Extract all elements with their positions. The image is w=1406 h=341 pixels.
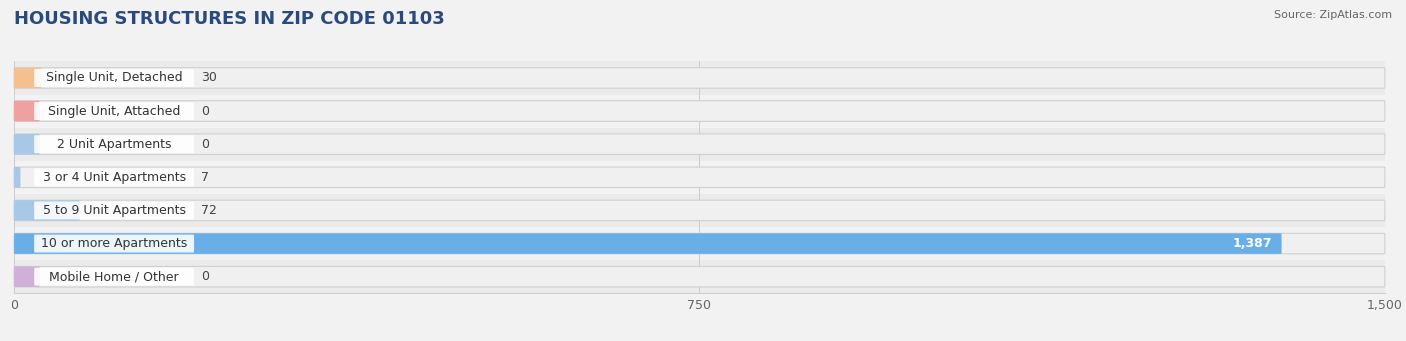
Text: 3 or 4 Unit Apartments: 3 or 4 Unit Apartments xyxy=(42,171,186,184)
FancyBboxPatch shape xyxy=(14,266,39,287)
FancyBboxPatch shape xyxy=(14,101,39,121)
FancyBboxPatch shape xyxy=(34,235,194,253)
Bar xyxy=(14,260,1385,293)
FancyBboxPatch shape xyxy=(14,266,1385,287)
Text: 30: 30 xyxy=(201,72,218,85)
Text: 0: 0 xyxy=(201,138,209,151)
FancyBboxPatch shape xyxy=(14,68,42,88)
FancyBboxPatch shape xyxy=(14,200,80,221)
Text: 7: 7 xyxy=(201,171,209,184)
FancyBboxPatch shape xyxy=(34,102,194,120)
FancyBboxPatch shape xyxy=(14,68,1385,88)
FancyBboxPatch shape xyxy=(14,233,1282,254)
FancyBboxPatch shape xyxy=(34,268,194,286)
FancyBboxPatch shape xyxy=(14,167,1385,188)
FancyBboxPatch shape xyxy=(34,202,194,219)
FancyBboxPatch shape xyxy=(14,200,1385,221)
Text: 2 Unit Apartments: 2 Unit Apartments xyxy=(56,138,172,151)
Bar xyxy=(14,161,1385,194)
Text: Single Unit, Detached: Single Unit, Detached xyxy=(46,72,183,85)
Text: 0: 0 xyxy=(201,270,209,283)
Bar xyxy=(14,94,1385,128)
Bar xyxy=(14,61,1385,94)
Text: Source: ZipAtlas.com: Source: ZipAtlas.com xyxy=(1274,10,1392,20)
Text: Mobile Home / Other: Mobile Home / Other xyxy=(49,270,179,283)
Bar xyxy=(14,128,1385,161)
Text: HOUSING STRUCTURES IN ZIP CODE 01103: HOUSING STRUCTURES IN ZIP CODE 01103 xyxy=(14,10,444,28)
FancyBboxPatch shape xyxy=(34,168,194,186)
FancyBboxPatch shape xyxy=(14,233,1385,254)
FancyBboxPatch shape xyxy=(34,135,194,153)
Text: Single Unit, Attached: Single Unit, Attached xyxy=(48,105,180,118)
FancyBboxPatch shape xyxy=(14,167,21,188)
Bar xyxy=(14,227,1385,260)
Text: 72: 72 xyxy=(201,204,218,217)
Bar xyxy=(14,194,1385,227)
FancyBboxPatch shape xyxy=(14,134,39,154)
Text: 5 to 9 Unit Apartments: 5 to 9 Unit Apartments xyxy=(42,204,186,217)
FancyBboxPatch shape xyxy=(34,69,194,87)
Text: 0: 0 xyxy=(201,105,209,118)
FancyBboxPatch shape xyxy=(14,134,1385,154)
FancyBboxPatch shape xyxy=(14,101,1385,121)
Text: 1,387: 1,387 xyxy=(1233,237,1272,250)
Text: 10 or more Apartments: 10 or more Apartments xyxy=(41,237,187,250)
